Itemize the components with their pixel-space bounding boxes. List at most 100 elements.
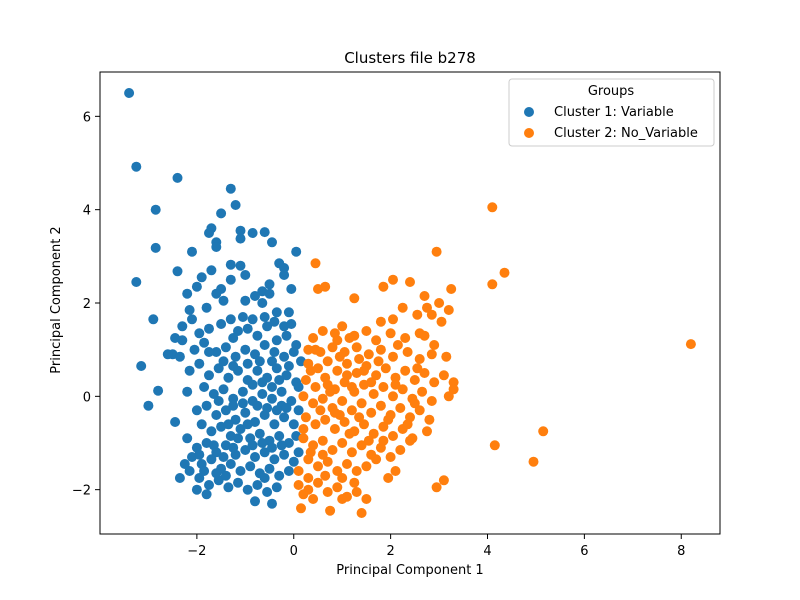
data-point-c1-13	[187, 246, 197, 257]
legend-title: Groups	[588, 84, 635, 99]
data-point-c1-153	[191, 484, 202, 495]
data-point-c2-52	[342, 358, 352, 369]
data-point-c1-91	[257, 389, 268, 399]
data-point-c2-35	[308, 333, 319, 343]
data-point-c1-154	[201, 489, 212, 500]
data-point-c1-141	[283, 466, 294, 476]
chart-title: Clusters file b278	[344, 49, 476, 67]
data-point-c2-58	[400, 365, 411, 376]
data-point-c1-55	[262, 321, 273, 332]
data-point-c2-66	[310, 382, 321, 392]
data-point-c2-172	[303, 473, 314, 483]
data-point-c2-157	[298, 424, 309, 434]
data-point-c1-152	[271, 482, 282, 493]
data-point-c2-22	[412, 309, 423, 320]
data-point-c1-28	[291, 246, 302, 257]
data-point-c2-109	[327, 445, 338, 455]
x-tick-label-8: 8	[677, 544, 685, 559]
legend-marker-cluster-2	[524, 128, 534, 138]
data-point-c1-107	[288, 419, 299, 430]
data-point-c1-42	[257, 298, 268, 308]
data-point-c1-108	[196, 419, 207, 430]
data-point-c2-64	[448, 384, 459, 395]
legend-label-cluster-2: Cluster 2: No_Variable	[554, 126, 698, 141]
data-point-c1-192	[269, 316, 280, 327]
data-point-c1-52	[233, 326, 243, 336]
data-point-c1-197	[242, 358, 253, 369]
data-point-c1-94	[286, 396, 297, 406]
data-point-c1-168	[252, 400, 263, 411]
data-point-c2-32	[337, 321, 348, 332]
data-point-c1-176	[257, 438, 268, 448]
data-point-c2-86	[366, 407, 377, 418]
data-point-c2-3	[685, 339, 696, 350]
y-tick-label--2: −2	[72, 484, 91, 499]
legend: Groups Cluster 1: Variable Cluster 2: No…	[508, 78, 715, 147]
data-point-c1-12	[172, 266, 183, 277]
data-point-c2-108	[317, 435, 328, 446]
data-point-c1-8	[143, 400, 154, 411]
x-tick-label-2: 2	[386, 544, 394, 559]
data-point-c1-140	[274, 470, 285, 481]
data-point-c2-155	[402, 419, 413, 430]
data-point-c1-208	[170, 333, 181, 343]
data-point-c1-76	[213, 363, 224, 374]
data-point-c2-10	[434, 298, 445, 308]
data-point-c2-162	[354, 412, 365, 423]
data-point-c2-163	[366, 377, 377, 388]
data-point-c1-181	[199, 466, 210, 476]
data-point-c1-170	[271, 405, 282, 416]
data-point-c2-153	[383, 414, 394, 425]
data-point-c2-180	[344, 333, 355, 343]
data-point-c1-204	[264, 288, 275, 299]
data-point-c2-123	[351, 466, 362, 476]
data-point-c1-85	[199, 382, 210, 392]
data-point-c2-178	[359, 365, 369, 376]
y-tick-label-0: 0	[83, 390, 91, 405]
data-point-c1-201	[283, 361, 294, 371]
data-point-c2-61	[429, 377, 440, 388]
data-point-c2-115	[385, 452, 396, 462]
data-point-c2-20	[388, 314, 398, 325]
data-point-c1-182	[211, 468, 222, 479]
data-point-c1-186	[204, 347, 214, 357]
data-point-c1-75	[204, 370, 214, 381]
data-point-c2-85	[356, 398, 367, 409]
data-point-c2-56	[380, 363, 391, 374]
data-point-c2-6	[528, 456, 539, 467]
data-point-c1-61	[199, 337, 210, 348]
x-tick-label-0: 0	[290, 544, 298, 559]
data-point-c1-15	[230, 200, 241, 210]
data-point-c1-177	[267, 442, 277, 453]
data-point-c2-120	[322, 456, 333, 467]
data-point-c2-140	[337, 494, 348, 504]
data-point-c1-0	[124, 88, 135, 98]
data-point-c2-5	[489, 440, 500, 451]
data-point-c2-138	[296, 503, 306, 514]
data-point-c2-47	[441, 351, 452, 362]
data-point-c2-136	[298, 489, 309, 500]
data-point-c2-43	[388, 351, 398, 362]
data-point-c1-189	[237, 312, 248, 322]
series-cluster-1	[124, 88, 306, 509]
data-point-c1-73	[184, 365, 195, 376]
data-point-c2-97	[339, 417, 350, 427]
data-point-c2-13	[388, 274, 398, 285]
data-point-c1-179	[293, 405, 304, 416]
data-point-c2-161	[342, 370, 352, 381]
data-point-c1-135	[225, 459, 236, 469]
data-point-c1-27	[279, 263, 290, 273]
data-point-c2-92	[424, 414, 435, 425]
data-point-c1-203	[240, 270, 251, 280]
data-point-c2-143	[438, 475, 449, 486]
data-point-c1-16	[216, 208, 227, 219]
data-point-c2-23	[422, 302, 432, 313]
data-point-c1-68	[269, 347, 280, 357]
data-point-c2-99	[359, 419, 369, 430]
data-point-c2-16	[310, 258, 321, 269]
data-point-c2-4	[538, 426, 549, 437]
data-point-c2-94	[310, 419, 321, 430]
data-point-c1-47	[250, 291, 260, 301]
data-point-c1-127	[259, 447, 270, 458]
data-point-c2-141	[356, 508, 367, 518]
